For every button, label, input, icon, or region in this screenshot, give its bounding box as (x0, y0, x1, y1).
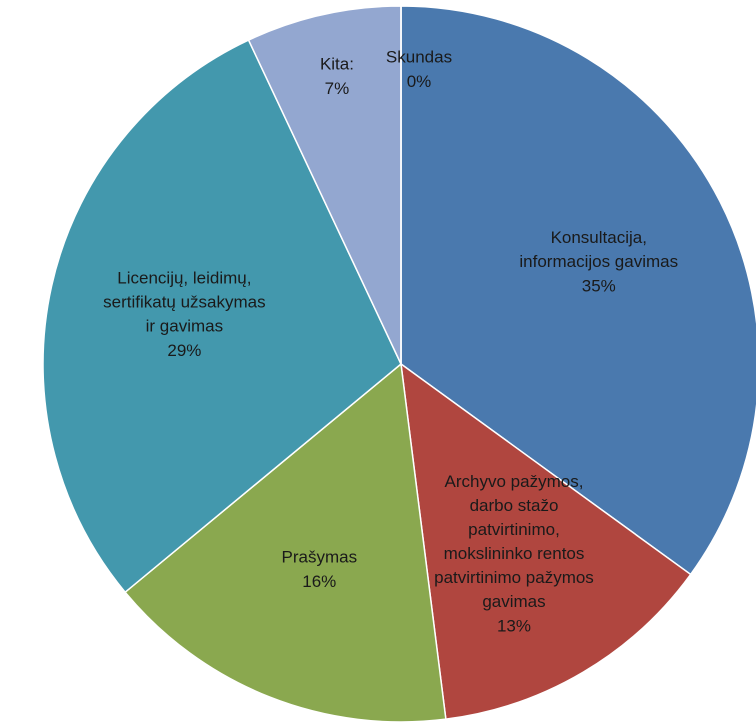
pie-slice (400, 362, 692, 721)
pie-slice (400, 5, 756, 576)
slice-label: Kita: (320, 55, 354, 74)
slice-label: Archyvo pažymos, darbo stažo patvirtinimo,… (434, 473, 594, 612)
value-label: 7% (325, 79, 350, 98)
slice-label: Skundas (386, 48, 452, 67)
value-label: 0% (407, 72, 432, 91)
value-label: 16% (302, 572, 336, 591)
pie-slice (124, 362, 447, 723)
slice-label: Licencijų, leidimų, sertifikatų užsakymas… (103, 269, 266, 336)
slice-label: Prašymas (282, 548, 358, 567)
value-label: 13% (497, 617, 531, 636)
value-label: 29% (167, 341, 201, 360)
pie-slice (42, 39, 402, 594)
value-label: 35% (582, 277, 616, 296)
pie-slice (247, 5, 402, 365)
slice-label: Konsultacija, informacijos gavimas (519, 229, 678, 272)
